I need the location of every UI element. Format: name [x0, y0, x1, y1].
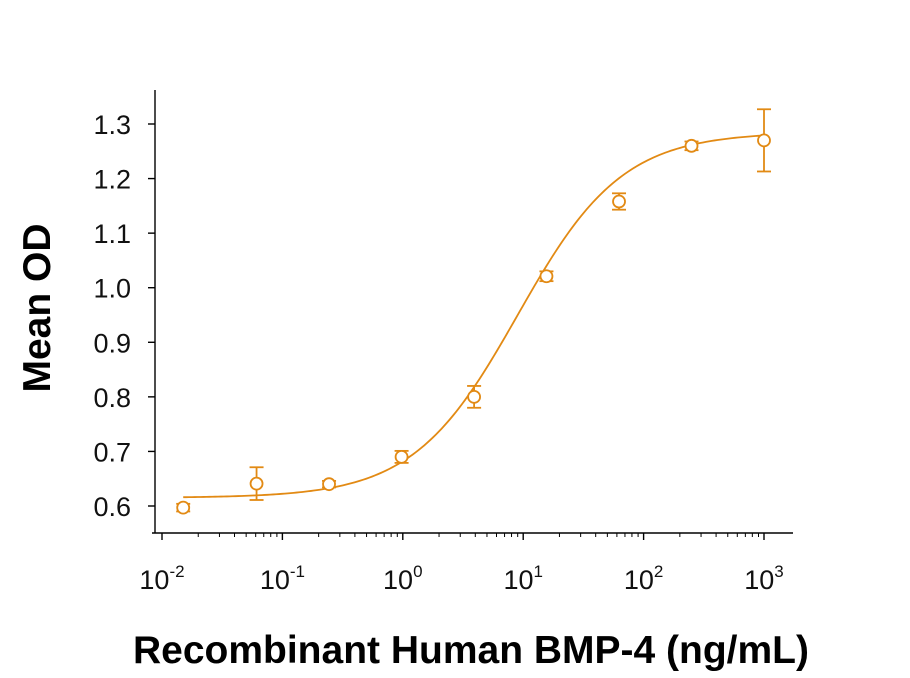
data-marker: [467, 389, 481, 404]
y-axis: 0.6 0.7 0.8 0.9 1.0 1.1 1.2 1.3: [93, 90, 156, 533]
y-tick-label: 0.6: [93, 492, 131, 522]
x-tick-label: 103: [744, 562, 784, 595]
y-tick-label: 0.7: [93, 437, 131, 467]
data-points-layer: [176, 108, 771, 515]
data-point: [539, 269, 554, 284]
data-marker: [322, 477, 336, 492]
data-marker: [539, 269, 554, 284]
data-point: [467, 385, 482, 409]
data-marker: [757, 133, 771, 148]
y-tick-label: 1.3: [93, 110, 131, 140]
x-tick-label: 101: [503, 562, 543, 595]
y-axis-title: Mean OD: [16, 223, 59, 392]
fit-curve: [183, 134, 765, 499]
data-marker: [394, 449, 409, 464]
y-tick-label: 1.0: [93, 274, 131, 304]
data-point: [684, 138, 699, 153]
data-marker: [176, 500, 191, 515]
y-tick-label: 0.8: [93, 383, 131, 413]
y-tick-label: 0.9: [93, 328, 131, 358]
data-point: [322, 477, 337, 492]
x-tick-label: 10-2: [139, 562, 184, 595]
x-tick-label: 10-1: [260, 562, 305, 595]
x-tick-label: 102: [624, 562, 664, 595]
data-point: [612, 192, 627, 211]
y-tick-label: 1.2: [93, 165, 131, 195]
data-point: [176, 500, 191, 515]
data-marker: [684, 138, 699, 153]
data-point: [249, 466, 264, 501]
data-point: [394, 449, 409, 464]
data-point: [757, 108, 771, 173]
x-axis-title: Recombinant Human BMP-4 (ng/mL): [133, 629, 809, 672]
x-tick-label: 100: [383, 562, 423, 595]
data-marker: [249, 476, 264, 491]
y-tick-label: 1.1: [93, 219, 131, 249]
data-marker: [612, 194, 626, 209]
x-axis: 10-2 10-1 100 101 102 103: [139, 532, 793, 595]
fit-curve-layer: [183, 134, 765, 499]
